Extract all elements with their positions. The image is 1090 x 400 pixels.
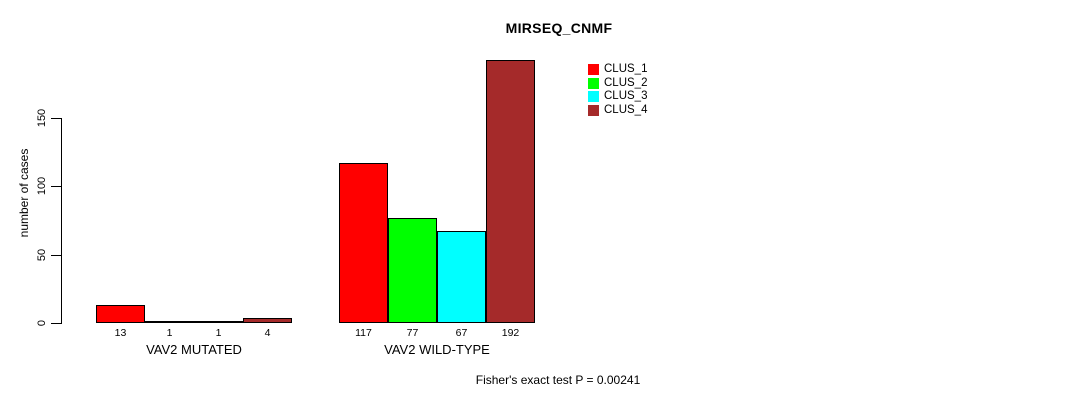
bar-clus_4 <box>243 318 292 323</box>
bar-clus_4 <box>486 60 535 323</box>
y-axis-tick-label: 50 <box>36 248 48 261</box>
bar-clus_1 <box>339 163 388 323</box>
y-axis-tick-label: 0 <box>36 319 48 327</box>
legend-label: CLUS_1 <box>604 63 648 75</box>
y-axis-tick <box>51 323 61 324</box>
legend-swatch-clus_1 <box>588 64 599 75</box>
bar-value-label: 1 <box>215 327 222 339</box>
legend-swatch-clus_4 <box>588 104 599 116</box>
bar-clus_3 <box>194 321 243 323</box>
legend-swatch-clus_3 <box>588 91 599 102</box>
bar-value-label: 4 <box>264 327 271 339</box>
bar-value-label: 13 <box>114 327 127 339</box>
legend-label: CLUS_2 <box>604 76 648 89</box>
y-axis-line <box>61 117 62 324</box>
bar-value-label: 1 <box>166 327 173 339</box>
chart-title: MIRSEQ_CNMF <box>505 20 613 36</box>
x-axis-group-label: VAV2 WILD-TYPE <box>384 342 490 357</box>
bar-clus_3 <box>437 231 486 323</box>
y-axis-tick <box>51 117 61 119</box>
y-axis-tick-label: 100 <box>36 176 48 196</box>
y-axis-tick <box>51 186 61 187</box>
y-axis-label: number of cases <box>17 148 31 238</box>
bar-value-label: 117 <box>355 327 372 339</box>
bar-clus_2 <box>145 321 194 323</box>
x-axis-group-label: VAV2 MUTATED <box>146 342 242 357</box>
legend-label: CLUS_3 <box>604 90 648 102</box>
bar-value-label: 77 <box>406 327 419 339</box>
legend-swatch-clus_2 <box>588 77 599 89</box>
legend-label: CLUS_4 <box>604 103 648 116</box>
bar-clus_2 <box>388 218 437 323</box>
bar-clus_1 <box>96 305 145 323</box>
fisher-test-annotation: Fisher's exact test P = 0.00241 <box>475 373 641 387</box>
bar-value-label: 67 <box>455 327 468 339</box>
bar-value-label: 192 <box>501 327 520 339</box>
y-axis-tick-label: 150 <box>36 108 48 127</box>
y-axis-tick <box>51 254 61 256</box>
